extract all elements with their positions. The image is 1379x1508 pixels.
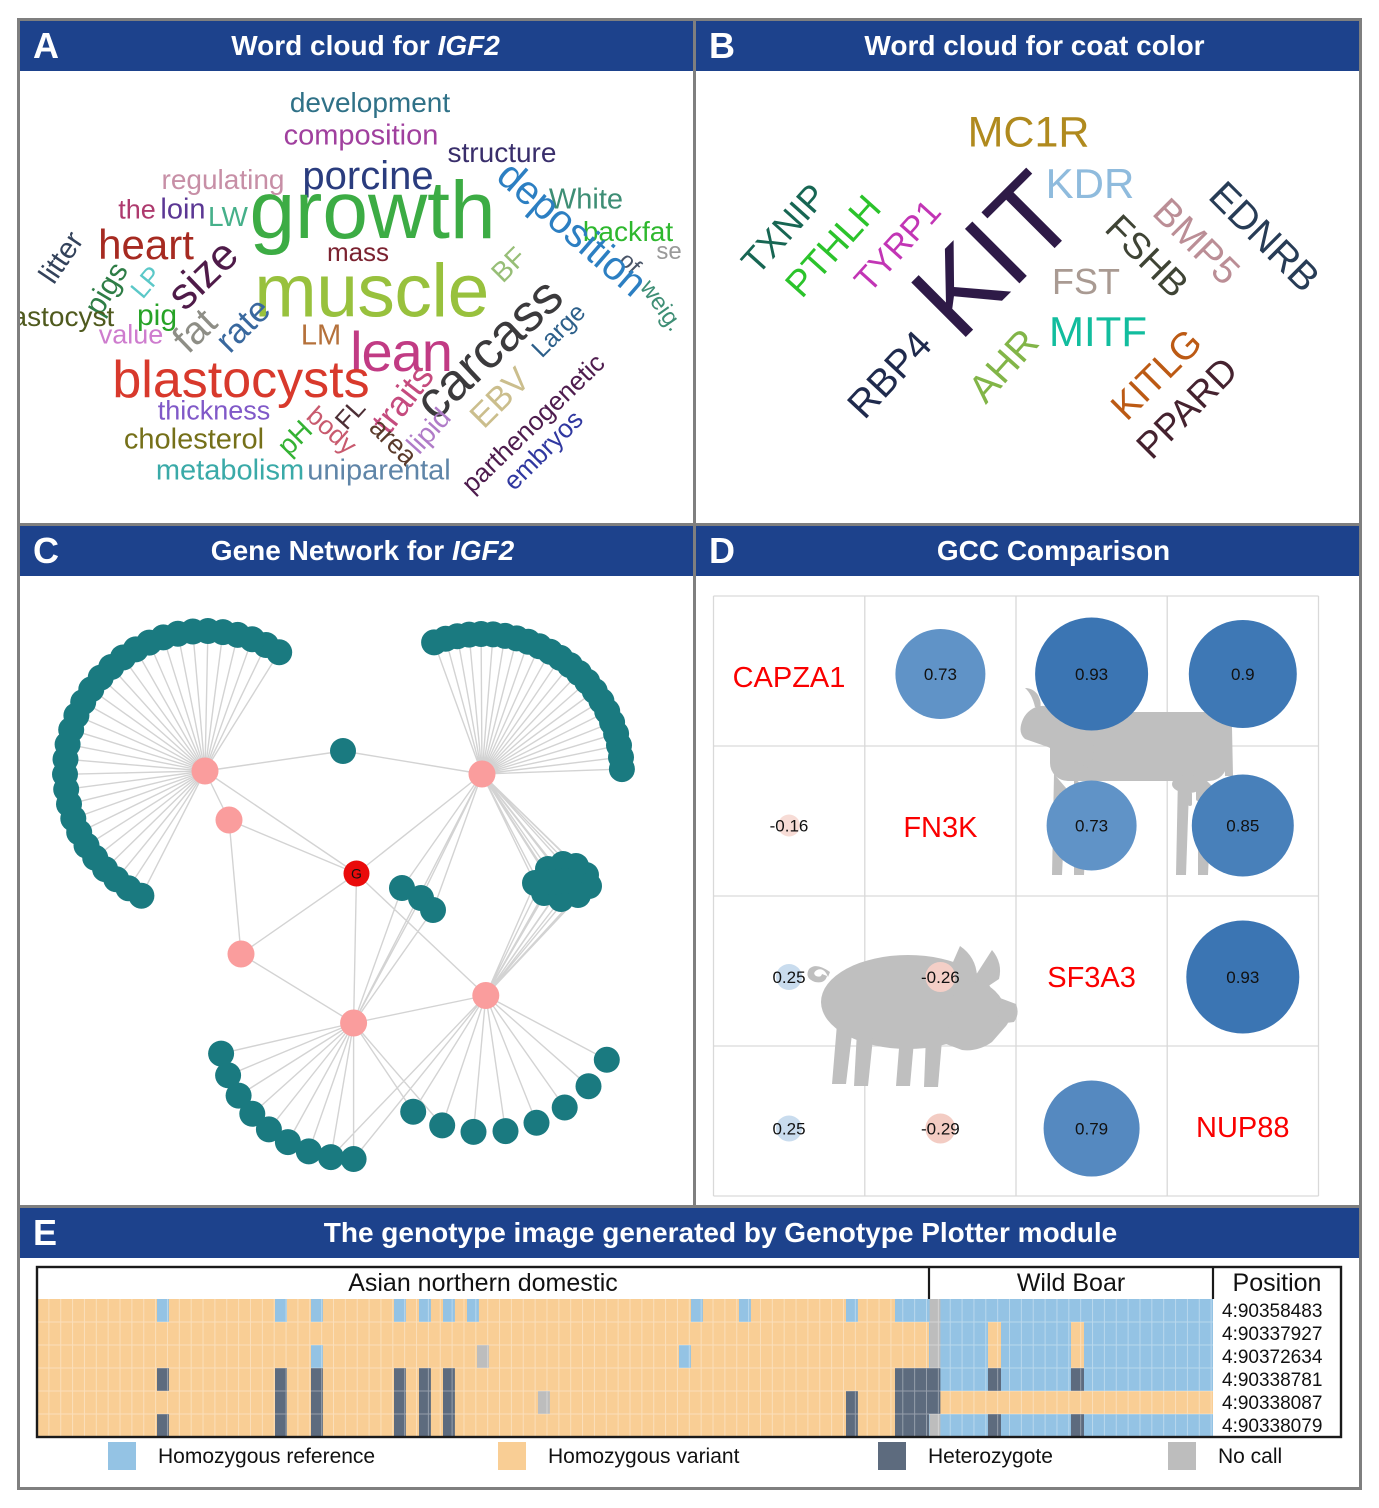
svg-text:0.79: 0.79 [1075, 1120, 1108, 1139]
svg-text:No call: No call [1218, 1445, 1282, 1468]
svg-text:Position: Position [1233, 1269, 1322, 1297]
svg-text:0.73: 0.73 [1075, 817, 1108, 836]
svg-text:-0.26: -0.26 [921, 968, 960, 987]
svg-text:Asian northern domestic: Asian northern domestic [348, 1269, 618, 1297]
svg-text:0.85: 0.85 [1226, 817, 1259, 836]
svg-text:0.93: 0.93 [1075, 665, 1108, 684]
svg-text:4:90358483: 4:90358483 [1222, 1301, 1322, 1322]
svg-text:4:90338781: 4:90338781 [1222, 1370, 1322, 1391]
svg-text:-0.16: -0.16 [770, 817, 809, 836]
svg-text:SF3A3: SF3A3 [1047, 962, 1136, 994]
svg-text:-0.29: -0.29 [921, 1120, 960, 1139]
svg-text:Heterozygote: Heterozygote [928, 1445, 1053, 1468]
svg-text:G: G [351, 866, 362, 882]
svg-text:NUP88: NUP88 [1196, 1112, 1290, 1144]
svg-text:4:90337927: 4:90337927 [1222, 1324, 1322, 1345]
svg-text:0.9: 0.9 [1231, 665, 1255, 684]
svg-text:FN3K: FN3K [903, 812, 978, 844]
svg-text:4:90372634: 4:90372634 [1222, 1347, 1323, 1368]
svg-text:Homozygous reference: Homozygous reference [158, 1445, 375, 1468]
svg-text:0.25: 0.25 [772, 1120, 805, 1139]
svg-text:Wild Boar: Wild Boar [1017, 1269, 1125, 1297]
svg-text:Homozygous variant: Homozygous variant [548, 1445, 740, 1468]
svg-text:CAPZA1: CAPZA1 [733, 662, 846, 694]
svg-text:4:90338087: 4:90338087 [1222, 1393, 1322, 1414]
svg-text:0.93: 0.93 [1226, 968, 1259, 987]
svg-text:4:90338079: 4:90338079 [1222, 1416, 1322, 1437]
svg-text:0.25: 0.25 [772, 968, 805, 987]
svg-text:0.73: 0.73 [924, 665, 957, 684]
